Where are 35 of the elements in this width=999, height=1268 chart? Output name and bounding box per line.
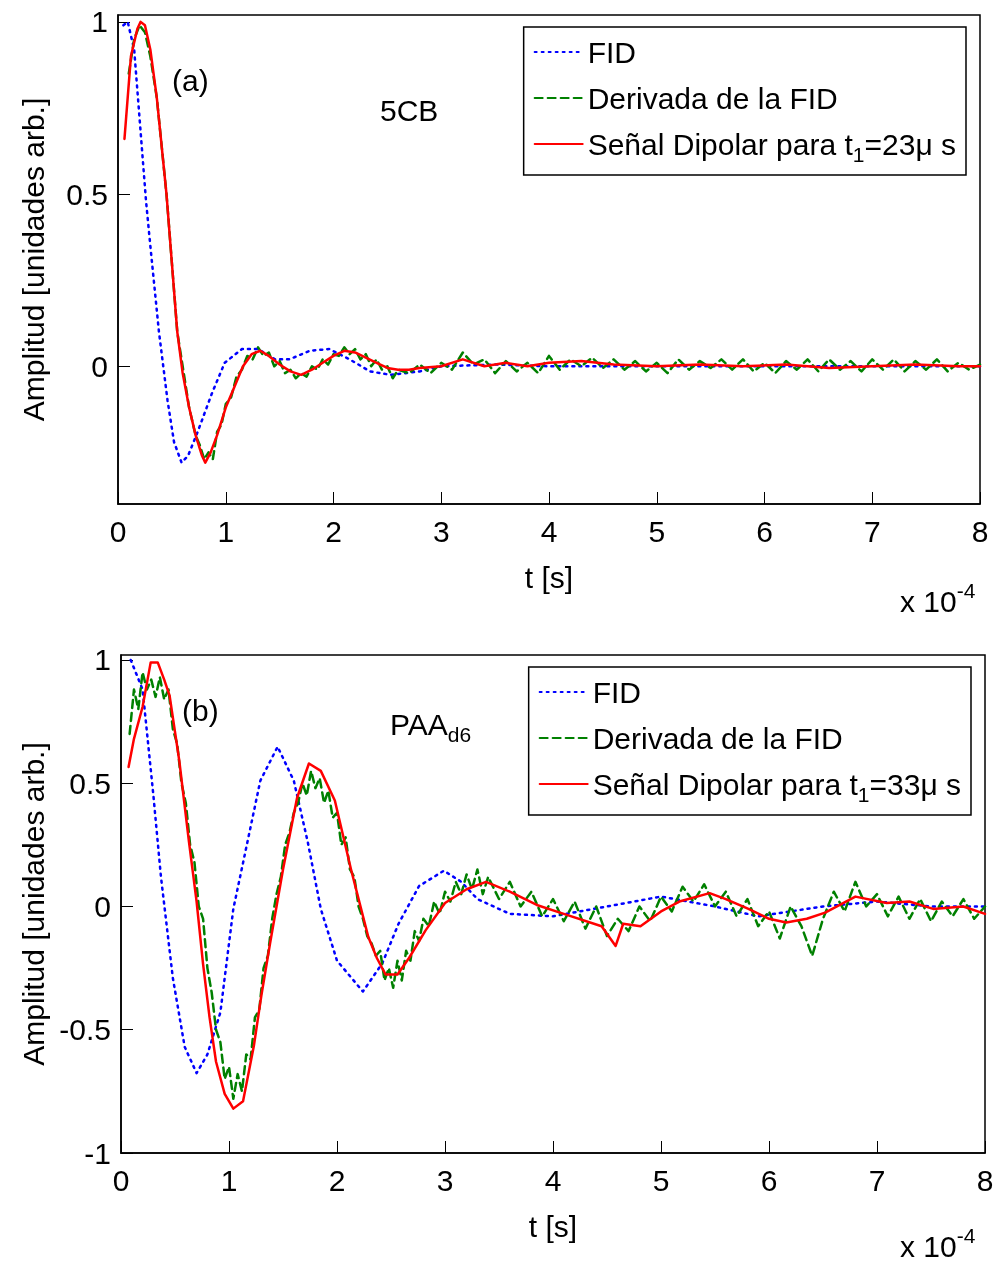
y-axis-title: Amplitud [unidades arb.] xyxy=(16,742,50,1066)
x-tick-label: 6 xyxy=(756,514,773,548)
y-tick-label: 1 xyxy=(94,643,111,677)
y-tick-label: 0.5 xyxy=(66,177,108,211)
x-tick-label: 8 xyxy=(971,514,989,548)
x-tick-label: 8 xyxy=(976,1163,994,1197)
x-tick-label: 5 xyxy=(652,1163,670,1197)
y-tick-label: 1 xyxy=(91,5,108,39)
legend-label: FID xyxy=(587,35,636,69)
x-tick-label: 2 xyxy=(325,514,342,548)
annotation: (a) xyxy=(172,63,209,97)
legend-label: FID xyxy=(592,675,641,709)
x-tick-label: 4 xyxy=(540,514,558,548)
legend-label: Derivada de la FID xyxy=(587,81,838,115)
x-tick-label: 3 xyxy=(436,1163,454,1197)
y-tick-label: 0 xyxy=(94,889,111,923)
y-tick-label: 0.5 xyxy=(69,766,111,800)
y-tick-label: 0 xyxy=(91,349,108,383)
x-axis-title: t [s] xyxy=(524,560,574,594)
annotation: (b) xyxy=(182,693,219,727)
x-tick-label: 6 xyxy=(760,1163,778,1197)
x-tick-label: 4 xyxy=(544,1163,562,1197)
x-tick-label: 7 xyxy=(863,514,881,548)
x-tick-label: 3 xyxy=(432,514,450,548)
y-tick-label: -1 xyxy=(84,1136,111,1170)
annotation: 5CB xyxy=(380,93,439,127)
x-tick-label: 1 xyxy=(220,1163,238,1197)
x-axis-title: t [s] xyxy=(528,1209,578,1243)
y-tick-label: -0.5 xyxy=(59,1013,111,1047)
x-tick-label: 7 xyxy=(868,1163,886,1197)
legend-label: Derivada de la FID xyxy=(592,721,843,755)
x-tick-label: 1 xyxy=(217,514,235,548)
x-tick-label: 5 xyxy=(648,514,666,548)
x-tick-label: 2 xyxy=(328,1163,346,1197)
y-axis-title: Amplitud [unidades arb.] xyxy=(16,97,50,422)
